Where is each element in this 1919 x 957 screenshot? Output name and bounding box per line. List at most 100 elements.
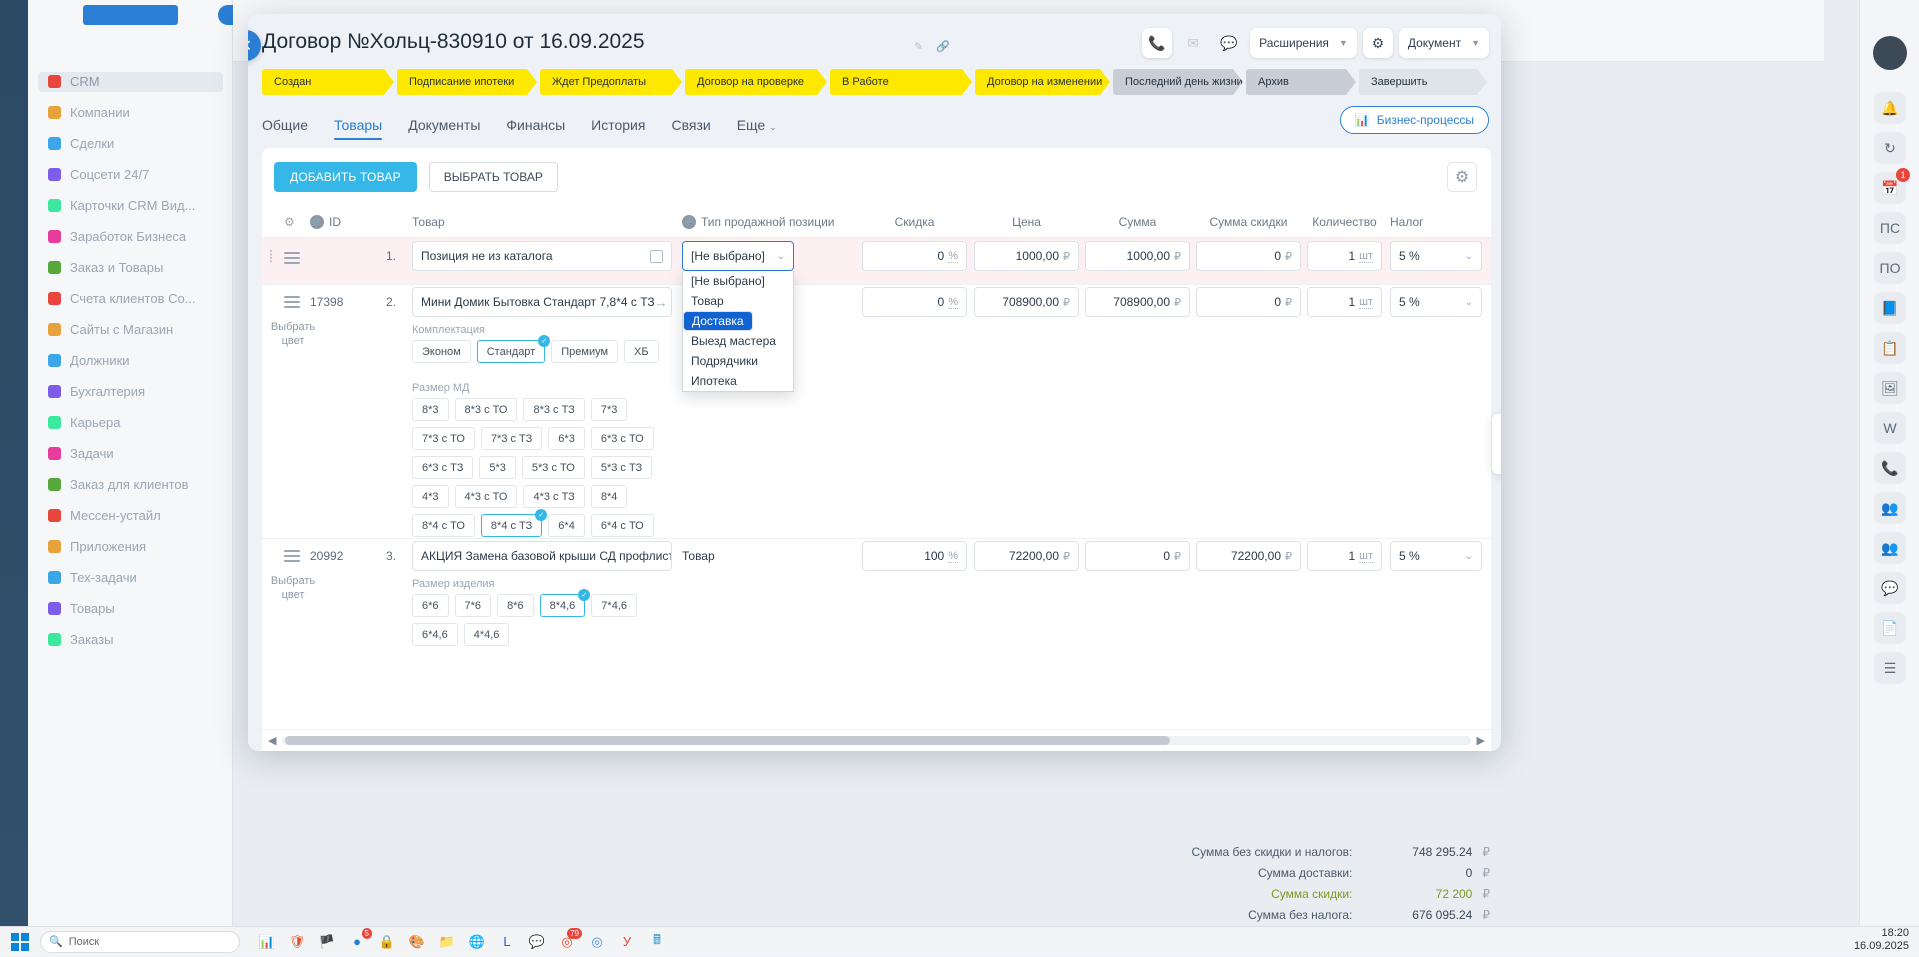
option-chip[interactable]: 6*6 [412,594,449,617]
users2-icon[interactable]: 👥 [1874,532,1906,564]
option-chip[interactable]: 6*3 с ТЗ [412,456,473,479]
lock-icon[interactable]: 🔒 [374,930,400,954]
users-icon[interactable]: 👥 [1874,492,1906,524]
option-chip[interactable]: 8*4 с ТО [412,514,475,537]
background-sidebar-item[interactable]: Заказы [38,630,223,650]
background-sidebar-item[interactable]: Товары [38,599,223,619]
background-sidebar-item[interactable]: Мессен-устайл [38,506,223,526]
option-chip[interactable]: 4*3 с ТЗ [523,485,584,508]
option-chip[interactable]: 8*4 [591,485,628,508]
header-discount-sum[interactable]: Сумма скидки [1196,206,1301,238]
option-chip[interactable]: 5*3 с ТО [522,456,585,479]
pipeline-stage[interactable]: Архив [1246,69,1356,95]
dropdown-option[interactable]: Подрядчики [683,351,793,371]
option-chip[interactable]: 4*3 с ТО [455,485,518,508]
tab-связи[interactable]: Связи [671,117,710,140]
option-chip[interactable]: 6*4 [548,514,585,537]
tab-общие[interactable]: Общие [262,117,308,140]
chart-icon[interactable]: 📊 [254,930,280,954]
letter-l-icon[interactable]: L [494,930,520,954]
list-icon[interactable]: ☰ [1874,652,1906,684]
header-product[interactable]: Товар [412,206,672,238]
option-chip[interactable]: 6*3 [548,427,585,450]
background-sidebar-item[interactable]: Компании [38,103,223,123]
option-chip[interactable]: 7*3 с ТО [412,427,475,450]
option-chip[interactable]: 8*4,6 [540,594,586,617]
discount-input[interactable]: 0% [862,241,967,271]
book-icon[interactable]: 📘 [1874,292,1906,324]
discount-input[interactable]: 0% [862,287,967,317]
option-chip[interactable]: 8*3 [412,398,449,421]
mail-icon[interactable]: ✉ [1178,28,1208,58]
calendar-icon[interactable]: 📅1 [1874,172,1906,204]
doc-icon[interactable]: 📄 [1874,612,1906,644]
whatsapp-icon[interactable]: 💬 [524,930,550,954]
background-sidebar-item[interactable]: Тех-задачи [38,568,223,588]
background-sidebar-item[interactable]: Заработок Бизнеса [38,227,223,247]
blue-circle-icon[interactable]: ●5 [344,930,370,954]
tab-товары[interactable]: Товары [334,117,382,140]
option-chip[interactable]: 8*3 с ТЗ [523,398,584,421]
dropdown-option[interactable]: Выезд мастера [683,331,793,351]
paint-icon[interactable]: 🎨 [404,930,430,954]
document-select[interactable]: Документ ▼ [1399,28,1489,58]
tab-история[interactable]: История [591,117,645,140]
pipeline-stage[interactable]: Завершить [1359,69,1487,95]
w-icon[interactable]: W [1874,412,1906,444]
discount-sum-input[interactable]: 0₽ [1196,287,1301,317]
option-chip[interactable]: 7*3 с ТЗ [481,427,542,450]
option-chip[interactable]: 7*6 [455,594,492,617]
background-sidebar-item[interactable]: Бухгалтерия [38,382,223,402]
tab-документы[interactable]: Документы [408,117,480,140]
option-chip[interactable]: 8*4 с ТЗ [481,514,542,537]
next-record-button[interactable]: ❯ [1492,414,1501,474]
taskbar-search[interactable]: 🔍 Поиск [40,931,240,953]
header-sale-type[interactable]: 🛒Тип продажной позиции [682,206,862,238]
scroll-right-icon[interactable]: ▶ [1477,734,1485,747]
background-sidebar-item[interactable]: Заказ для клиентов [38,475,223,495]
header-id[interactable]: 🛒ID [310,206,380,238]
horizontal-scrollbar[interactable]: ◀ ▶ [262,729,1491,751]
price-input[interactable]: 708900,00₽ [974,287,1079,317]
option-chip[interactable]: 6*4 с ТО [591,514,654,537]
column-settings-gear-icon[interactable]: ⚙ [284,206,295,238]
phone-icon[interactable]: 📞 [1142,28,1172,58]
photo-icon[interactable]: 🖼 [1874,372,1906,404]
globe-icon[interactable]: 🌐 [464,930,490,954]
background-sidebar-item[interactable]: Сделки [38,134,223,154]
link-icon[interactable]: 🔗 [936,40,950,54]
background-sidebar-item[interactable]: Карточки CRM Вид... [38,196,223,216]
dropdown-option[interactable]: [Не выбрано] [683,271,793,291]
pipeline-stage[interactable]: Договор на проверке [685,69,827,95]
flag-icon[interactable]: 🏴 [314,930,340,954]
yandex-icon[interactable]: У [614,930,640,954]
business-processes-button[interactable]: 📊 Бизнес-процессы [1340,106,1489,134]
pick-color-link[interactable]: Выбрать цвет [262,320,324,348]
edit-title-icon[interactable]: ✎ [914,40,928,54]
dropdown-option[interactable]: Товар [683,291,793,311]
pipeline-stage[interactable]: Ждет Предоплаты [540,69,682,95]
tab-финансы[interactable]: Финансы [506,117,565,140]
dropdown-option[interactable]: Доставка [683,311,753,331]
tax-select[interactable]: 5 %⌄ [1390,241,1482,271]
pipeline-stage[interactable]: Подписание ипотеки [397,69,537,95]
discount-input[interactable]: 100% [862,541,967,571]
chat-icon[interactable]: 💬 [1214,28,1244,58]
taskbar-clock[interactable]: 18:20 16.09.2025 [1854,927,1909,953]
ps-icon[interactable]: ПС [1874,212,1906,244]
option-chip[interactable]: 6*4,6 [412,623,458,646]
option-chip[interactable]: ХБ [624,340,659,363]
background-sidebar-item[interactable]: Карьера [38,413,223,433]
background-sidebar-item[interactable]: Заказ и Товары [38,258,223,278]
background-sidebar-item[interactable]: Соцсети 24/7 [38,165,223,185]
header-price[interactable]: Цена [974,206,1079,238]
table-settings-gear-icon[interactable]: ⚙ [1447,162,1477,192]
tab-еще[interactable]: Еще⌄ [737,117,777,140]
pipeline-stage[interactable]: Договор на изменении [975,69,1110,95]
header-quantity[interactable]: Количество [1307,206,1382,238]
sum-input[interactable]: 1000,00₽ [1085,241,1190,271]
option-chip[interactable]: 8*6 [497,594,534,617]
refresh-icon[interactable]: ↻ [1874,132,1906,164]
